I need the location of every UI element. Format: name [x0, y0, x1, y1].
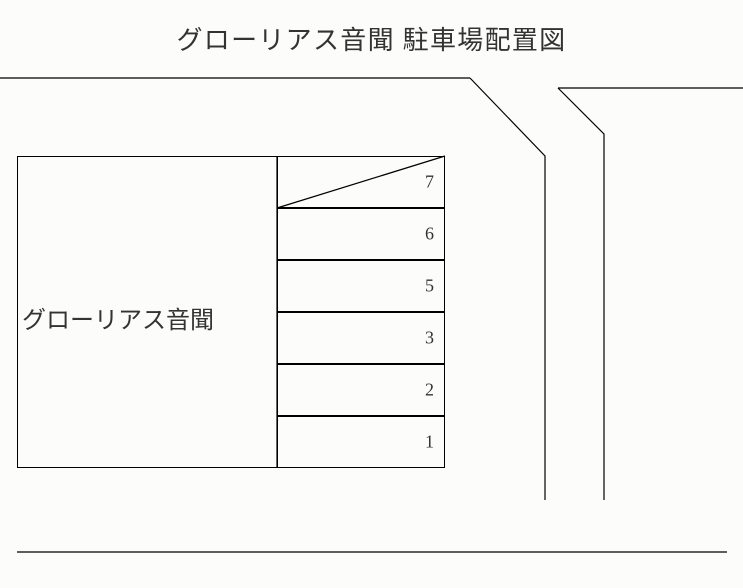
diagram-title: グローリアス音聞 駐車場配置図: [0, 20, 743, 57]
parking-layout-diagram: グローリアス音聞 駐車場配置図 グローリアス音聞 7 6 5 3 2 1: [0, 0, 743, 588]
parking-slot: 7: [277, 156, 445, 208]
parking-slot-number: 2: [425, 380, 434, 401]
building-label: グローリアス音聞: [22, 300, 214, 335]
parking-slot-number: 3: [425, 328, 434, 349]
parking-slot: 1: [277, 416, 445, 468]
parking-slot: 3: [277, 312, 445, 364]
parking-slot: 2: [277, 364, 445, 416]
parking-slot-number: 7: [425, 172, 434, 193]
parking-slot-number: 1: [425, 432, 434, 453]
parking-slot: 5: [277, 260, 445, 312]
parking-slot-number: 6: [425, 224, 434, 245]
parking-slot: 6: [277, 208, 445, 260]
parking-slot-number: 5: [425, 276, 434, 297]
